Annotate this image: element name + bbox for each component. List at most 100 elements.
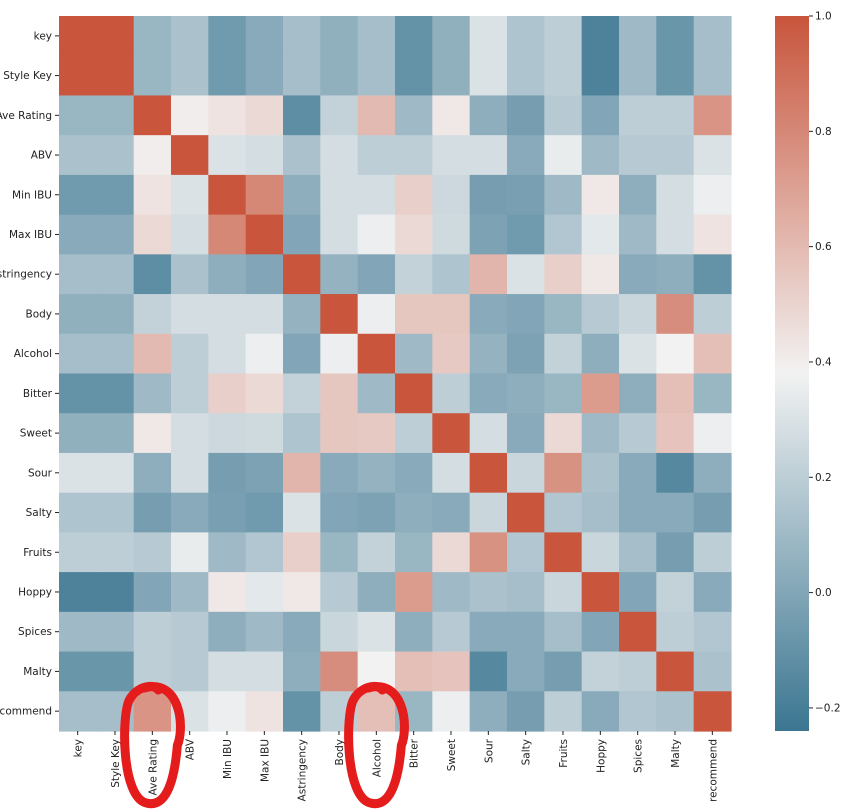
cell-bitter-max-ibu [245,373,284,414]
cell-spices-alcohol [357,611,396,653]
cell-alcohol-ave-rating [133,333,172,375]
cell-ave-rating-salty [507,95,545,136]
cell-malty-abv [171,651,209,692]
cell-abv-ave-rating [133,135,172,176]
cell-alcohol-alcohol [357,333,396,375]
cell-spices-hoppy [581,611,620,653]
cell-style-key-fruits [544,55,583,97]
cell-abv-alcohol [357,135,396,176]
cell-fruits-fruits [544,532,583,573]
cell-ave-rating-bitter [395,95,433,136]
cell-recommend-malty [656,691,695,732]
col-label-bitter: Bitter [409,738,421,768]
cell-spices-min-ibu [208,611,247,653]
cell-sweet-hoppy [581,413,620,454]
cell-bitter-fruits [544,373,583,414]
cell-sweet-alcohol [357,413,396,454]
cell-key-astringency [283,16,321,57]
cell-bitter-sweet [432,373,471,414]
cell-max-ibu-style-key [96,214,135,255]
cell-abv-sweet [432,135,471,176]
cell-spices-key [59,611,97,653]
cell-max-ibu-astringency [283,214,321,255]
cell-body-sweet [432,294,471,335]
cell-min-ibu-hoppy [581,174,620,216]
cell-body-body [320,294,359,335]
cell-sweet-spices [619,413,657,454]
cell-bitter-bitter [395,373,433,414]
annotations [120,681,409,809]
cell-salty-hoppy [581,492,620,533]
cell-abv-hoppy [581,135,620,176]
cell-fruits-sour [469,532,508,573]
cell-salty-ave-rating [133,492,172,533]
cell-ave-rating-style-key [96,95,135,136]
cell-salty-body [320,492,359,533]
cell-body-style-key [96,294,135,335]
cell-salty-spices [619,492,657,533]
cell-sweet-recommend [693,413,732,454]
col-label-recommend: recommend [707,739,719,802]
cell-body-min-ibu [208,294,247,335]
cell-abv-spices [619,135,657,176]
cell-recommend-astringency [283,691,321,732]
cell-sour-recommend [693,452,732,494]
cell-body-recommend [693,294,732,335]
cell-fruits-bitter [395,532,433,573]
col-label-sour: Sour [483,738,495,763]
cell-astringency-spices [619,254,657,295]
cell-recommend-max-ibu [245,691,284,732]
cell-salty-alcohol [357,492,396,533]
cell-malty-spices [619,651,657,692]
red-circle-annotation-ave-rating [120,681,185,809]
cell-recommend-sour [469,691,508,732]
cell-ave-rating-abv [171,95,209,136]
cell-ave-rating-min-ibu [208,95,247,136]
cell-astringency-max-ibu [245,254,284,295]
cell-salty-key [59,492,97,533]
heatmap-cells [59,16,732,732]
cell-key-hoppy [581,16,620,57]
row-label-hoppy: Hoppy [18,586,52,598]
cell-key-fruits [544,16,583,57]
row-label-malty: Malty [23,666,52,678]
cell-hoppy-salty [507,572,545,613]
cell-bitter-body [320,373,359,414]
col-label-body: Body [334,739,346,766]
cell-salty-style-key [96,492,135,533]
cell-salty-malty [656,492,695,533]
row-label-recommend: recommend [0,706,52,718]
cell-malty-sweet [432,651,471,692]
colorbar-tick-label: −0.2 [815,702,841,714]
cell-hoppy-bitter [395,572,433,613]
colorbar-tick-label: 0.2 [815,472,832,484]
cell-hoppy-recommend [693,572,732,613]
cell-alcohol-body [320,333,359,375]
cell-alcohol-bitter [395,333,433,375]
cell-key-sweet [432,16,471,57]
cell-hoppy-alcohol [357,572,396,613]
cell-bitter-hoppy [581,373,620,414]
cell-bitter-style-key [96,373,135,414]
cell-bitter-key [59,373,97,414]
cell-recommend-recommend [693,691,732,732]
col-label-style-key: Style Key [110,739,122,788]
red-circle-annotation-alcohol [344,681,409,809]
cell-salty-bitter [395,492,433,533]
cell-sour-fruits [544,452,583,494]
row-label-max-ibu: Max IBU [9,229,52,241]
cell-key-min-ibu [208,16,247,57]
cell-hoppy-max-ibu [245,572,284,613]
col-label-hoppy: Hoppy [595,739,607,773]
cell-fruits-recommend [693,532,732,573]
cell-max-ibu-abv [171,214,209,255]
cell-key-max-ibu [245,16,284,57]
col-label-key: key [73,739,85,757]
cell-alcohol-key [59,333,97,375]
cell-min-ibu-max-ibu [245,174,284,216]
cell-hoppy-min-ibu [208,572,247,613]
cell-body-ave-rating [133,294,172,335]
row-label-sweet: Sweet [20,428,52,440]
cell-min-ibu-abv [171,174,209,216]
cell-spices-malty [656,611,695,653]
